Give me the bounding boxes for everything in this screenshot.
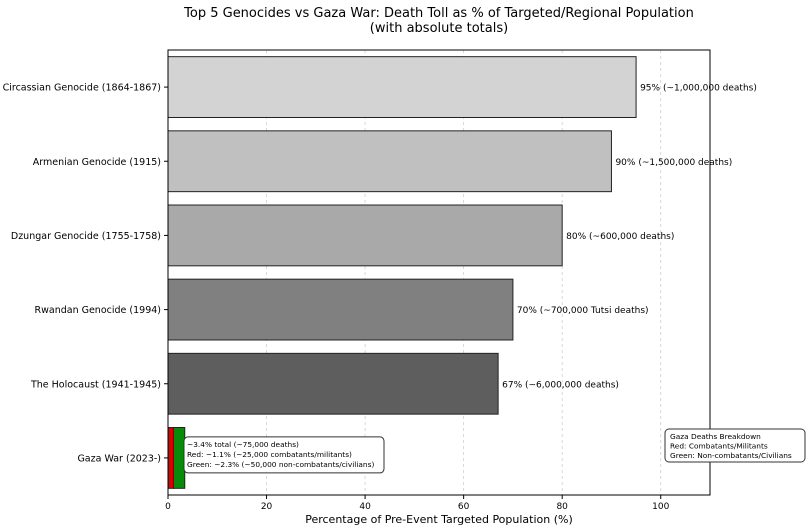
bar-2 bbox=[167, 204, 563, 267]
bar-4 bbox=[167, 352, 499, 415]
x-tick-label-4: 80 bbox=[556, 502, 568, 512]
y-tick-label-5: Gaza War (2023-) bbox=[77, 453, 161, 464]
data-label-2: 80% (~600,000 deaths) bbox=[566, 232, 674, 242]
legend-line-0: Gaza Deaths Breakdown bbox=[670, 432, 761, 441]
bar-0 bbox=[167, 56, 637, 118]
y-tick-label-3: Rwandan Genocide (1994) bbox=[35, 305, 162, 316]
x-axis-label: Percentage of Pre-Event Targeted Populat… bbox=[305, 513, 573, 526]
x-tick-label-1: 20 bbox=[261, 502, 273, 512]
data-label-0: 95% (~1,000,000 deaths) bbox=[640, 84, 757, 94]
data-label-3: 70% (~700,000 Tutsi deaths) bbox=[517, 306, 649, 316]
y-tick-label-1: Armenian Genocide (1915) bbox=[33, 157, 161, 168]
bar-1 bbox=[167, 130, 612, 193]
gaza-annotation-box bbox=[183, 436, 385, 474]
y-tick-label-0: Circassian Genocide (1864-1867) bbox=[3, 83, 161, 94]
y-tick-label-2: Dzungar Genocide (1755-1758) bbox=[11, 231, 161, 242]
gaza-annotation-line-0: ~3.4% total (~75,000 deaths) bbox=[187, 440, 299, 449]
plot-frame bbox=[167, 49, 711, 496]
x-tick-label-2: 40 bbox=[359, 502, 371, 512]
bar-3 bbox=[167, 278, 514, 341]
x-tick-label-3: 60 bbox=[458, 502, 470, 512]
chart-subtitle: (with absolute totals) bbox=[369, 21, 509, 36]
data-label-1: 90% (~1,500,000 deaths) bbox=[615, 158, 732, 168]
gaza-bar-segment-1 bbox=[172, 427, 186, 489]
data-label-4: 67% (~6,000,000 deaths) bbox=[502, 380, 619, 390]
gaza-annotation-line-2: Green: ~2.3% (~50,000 non-combatants/civ… bbox=[187, 460, 374, 469]
legend-line-2: Green: Non-combatants/Civilians bbox=[670, 451, 792, 460]
y-tick-label-4: The Holocaust (1941-1945) bbox=[30, 379, 161, 390]
x-tick-label-0: 0 bbox=[165, 502, 171, 512]
gaza-bar-segment-0 bbox=[167, 427, 174, 489]
chart-title: Top 5 Genocides vs Gaza War: Death Toll … bbox=[184, 6, 694, 21]
legend-line-1: Red: Combatants/Militants bbox=[670, 442, 768, 451]
legend-box bbox=[664, 428, 806, 463]
gaza-annotation-line-1: Red: ~1.1% (~25,000 combatants/militants… bbox=[187, 450, 352, 459]
x-tick-label-5: 100 bbox=[652, 502, 669, 512]
